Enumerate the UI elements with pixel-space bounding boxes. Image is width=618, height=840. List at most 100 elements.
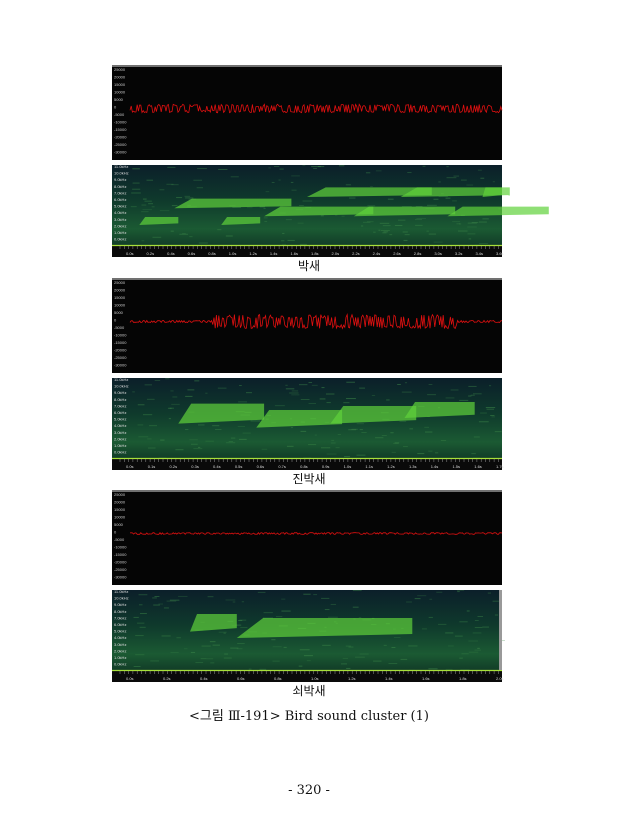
noise [291, 390, 299, 392]
noise [138, 436, 149, 438]
noise [382, 225, 391, 227]
noise [299, 204, 304, 206]
frequency-label: 6.0kHz [114, 410, 126, 415]
noise [232, 601, 236, 603]
noise [490, 414, 495, 416]
noise [343, 402, 350, 404]
noise [383, 231, 389, 233]
waveform-tick-label: 25000 [114, 280, 126, 285]
noise [445, 197, 451, 199]
noise [450, 389, 459, 391]
noise [248, 668, 252, 670]
noise [137, 622, 145, 624]
scrollbar [499, 590, 502, 670]
noise [197, 168, 207, 170]
waveform [129, 532, 503, 535]
noise [215, 428, 222, 430]
noise [279, 168, 284, 170]
time-label: 0.2s [163, 676, 171, 681]
noise [268, 167, 271, 169]
noise [139, 604, 143, 606]
noise [466, 184, 474, 186]
waveform-tick-label: 10000 [114, 90, 126, 95]
waveform-tick-label: -15000 [114, 552, 127, 557]
noise [190, 443, 198, 445]
noise [146, 179, 154, 181]
noise [148, 447, 156, 449]
noise [367, 205, 376, 207]
noise [139, 613, 147, 615]
frequency-label: 10.0kHz [114, 596, 129, 601]
noise [403, 239, 408, 241]
time-label: 1.4s [270, 251, 278, 256]
noise [415, 224, 423, 226]
noise [446, 177, 457, 179]
time-label: 0.7s [278, 464, 286, 469]
noise [391, 646, 396, 648]
noise [147, 398, 155, 400]
noise [468, 640, 478, 642]
noise [408, 645, 418, 647]
noise [424, 426, 430, 428]
noise [285, 219, 292, 221]
noise [159, 189, 165, 191]
syllable [330, 406, 417, 424]
time-label: 0.0s [126, 251, 134, 256]
noise [380, 230, 390, 232]
noise [334, 214, 338, 216]
noise [135, 654, 145, 656]
syllable [256, 410, 343, 428]
noise [477, 647, 480, 649]
waveform [129, 103, 503, 114]
time-label: 0.1s [148, 464, 156, 469]
noise [348, 646, 354, 648]
frequency-label: 11.0kHz [114, 164, 128, 169]
time-label: 0.4s [213, 464, 221, 469]
noise [184, 195, 191, 197]
noise [363, 221, 371, 223]
time-label: 0.8s [274, 676, 282, 681]
noise [235, 624, 242, 626]
waveform-tick-label: 5000 [114, 97, 124, 102]
noise [176, 197, 183, 199]
noise [246, 207, 253, 209]
noise [241, 601, 245, 603]
noise [375, 170, 382, 172]
noise [172, 396, 178, 398]
noise [466, 610, 470, 612]
noise [417, 595, 427, 597]
frequency-label: 7.0kHz [114, 615, 126, 620]
noise [167, 166, 176, 168]
noise [308, 382, 313, 384]
waveform-tick-label: 0 [114, 530, 117, 535]
time-label: 0.9s [322, 464, 330, 469]
noise [482, 626, 489, 628]
frequency-label: 11.0kHz [114, 589, 128, 594]
noise [297, 222, 304, 224]
noise [163, 607, 169, 609]
noise [259, 206, 265, 208]
frequency-label: 11.0kHz [114, 377, 128, 382]
noise [426, 204, 437, 206]
noise [212, 644, 220, 646]
noise [416, 217, 427, 219]
noise [422, 165, 426, 167]
noise [257, 591, 266, 593]
noise [402, 231, 408, 233]
frequency-label: 4.0kHz [114, 423, 126, 428]
page-number: - 320 - [288, 783, 330, 798]
noise [474, 619, 479, 621]
noise [387, 198, 394, 200]
noise [459, 621, 468, 623]
frequency-label: 5.0kHz [114, 629, 126, 634]
noise [467, 222, 477, 224]
noise [285, 388, 295, 390]
noise [407, 172, 412, 174]
time-axis [112, 458, 502, 470]
noise [250, 420, 261, 422]
frequency-label: 8.0kHz [114, 397, 126, 402]
noise [331, 439, 335, 441]
noise [326, 402, 331, 404]
noise [171, 184, 179, 186]
noise [230, 176, 239, 178]
